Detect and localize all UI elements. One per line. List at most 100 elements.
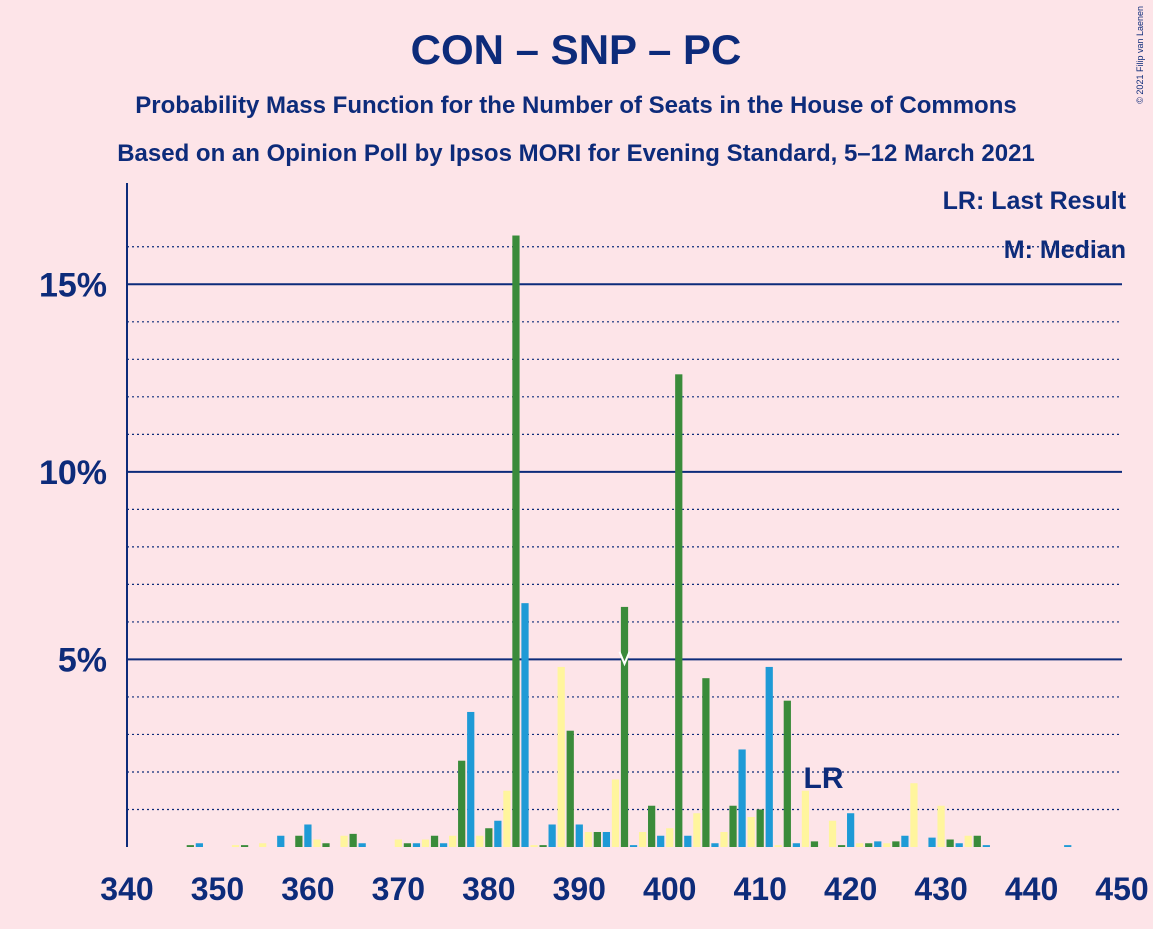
y-tick-label: 15% (39, 266, 107, 304)
bar (774, 845, 782, 847)
bar (792, 843, 800, 847)
bar (638, 831, 647, 847)
bar (1064, 845, 1072, 847)
bar (684, 835, 692, 847)
bar (313, 839, 321, 847)
bar (503, 790, 511, 847)
bar (458, 760, 466, 847)
subtitle: Based on an Opinion Poll by Ipsos MORI f… (117, 140, 1035, 167)
y-tick-label: 5% (58, 641, 107, 679)
x-tick-label: 360 (281, 871, 334, 907)
x-tick-label: 440 (1005, 871, 1058, 907)
bar (747, 816, 755, 847)
bar (358, 843, 366, 847)
bar (982, 845, 990, 847)
bar (340, 835, 348, 847)
bar (837, 845, 846, 847)
bar (557, 666, 565, 847)
bar (521, 603, 529, 847)
bar (657, 835, 665, 847)
bar (512, 235, 520, 847)
bar (901, 835, 909, 847)
x-tick-label: 430 (914, 871, 967, 907)
bar (620, 606, 629, 847)
bar (828, 820, 837, 847)
bar (349, 833, 357, 847)
bar (874, 841, 882, 847)
bar (575, 824, 583, 847)
bar (756, 809, 764, 847)
x-tick-label: 420 (824, 871, 877, 907)
bar (295, 835, 303, 847)
bar (539, 845, 547, 847)
bar (810, 841, 819, 847)
credit: © 2021 Filip van Laenen (1135, 6, 1145, 104)
x-tick-label: 350 (191, 871, 244, 907)
bar (322, 843, 330, 847)
bar (693, 813, 701, 847)
subtitle: Probability Mass Function for the Number… (135, 92, 1016, 119)
bar (675, 374, 683, 847)
bar (593, 831, 601, 847)
bar (240, 845, 249, 847)
x-tick-label: 410 (733, 871, 786, 907)
bar (910, 783, 918, 847)
bar (955, 843, 963, 847)
bar (883, 843, 891, 847)
bar (648, 805, 656, 847)
bar (277, 835, 285, 847)
bar (566, 730, 574, 847)
bar (476, 835, 484, 847)
bar (666, 828, 674, 847)
bar (711, 843, 719, 847)
bar (403, 843, 412, 847)
bar (304, 824, 312, 847)
legend-lr: LR: Last Result (943, 187, 1127, 215)
bar (964, 835, 972, 847)
bar (729, 805, 737, 847)
legend-median: M: Median (1004, 236, 1126, 264)
x-tick-label: 380 (462, 871, 515, 907)
bar (865, 843, 873, 847)
bar (584, 831, 592, 847)
bar (186, 845, 194, 847)
bar (928, 837, 936, 847)
bar (611, 779, 620, 847)
bar (412, 843, 421, 847)
bar (439, 843, 448, 847)
chart-title: CON – SNP – PC (411, 26, 742, 73)
bar (259, 843, 267, 847)
bar (548, 824, 556, 847)
bar (449, 835, 457, 847)
bar (738, 749, 746, 847)
bar (530, 845, 538, 847)
bar (195, 843, 203, 847)
bar (702, 678, 710, 847)
last-result-label: LR (804, 762, 844, 795)
bar (467, 711, 475, 847)
bar (847, 813, 855, 847)
bar (430, 835, 439, 847)
bar (421, 839, 430, 847)
bar (892, 841, 900, 847)
bar (231, 845, 240, 847)
bar (937, 805, 945, 847)
bar (856, 843, 864, 847)
bar (602, 831, 611, 847)
x-tick-label: 450 (1095, 871, 1148, 907)
bar (973, 835, 981, 847)
x-tick-label: 400 (643, 871, 696, 907)
bar (946, 839, 954, 847)
median-marker (618, 651, 631, 667)
x-tick-label: 390 (553, 871, 606, 907)
y-tick-label: 10% (39, 454, 107, 492)
x-tick-label: 370 (372, 871, 425, 907)
bar (629, 845, 638, 847)
bar (783, 700, 791, 847)
bar (394, 839, 402, 847)
x-tick-label: 340 (100, 871, 153, 907)
bar (494, 820, 502, 847)
